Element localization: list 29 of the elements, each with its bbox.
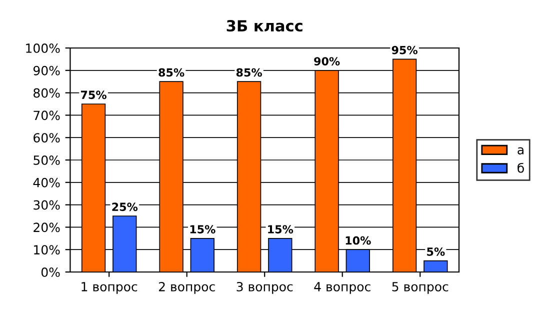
x-tick-label: 4 вопрос [314, 282, 370, 294]
data-label: 90% [314, 57, 340, 66]
y-tick-label: 70% [34, 110, 60, 120]
y-tick-label: 90% [33, 66, 60, 76]
data-label: 75% [80, 90, 106, 100]
x-tick-label: 5 вопрос [392, 282, 448, 294]
chart-title: 3Б класс [226, 20, 302, 32]
data-label: 95% [392, 46, 418, 54]
y-tick-label: 10% [34, 245, 60, 255]
y-tick-label: 60% [34, 133, 60, 143]
x-tick-label: 1 вопрос [82, 282, 138, 294]
data-label: 5% [427, 247, 445, 256]
y-tick-label: 40% [33, 178, 60, 188]
data-label: 85% [236, 68, 262, 77]
legend-label: б [518, 162, 524, 173]
y-tick-label: 0% [41, 267, 60, 277]
data-label: 10% [346, 236, 371, 245]
y-tick-label: 50% [34, 155, 60, 165]
y-tick-label: 100% [26, 43, 60, 53]
y-tick-label: 30% [34, 200, 60, 210]
data-label: 25% [112, 202, 138, 212]
data-label: 15% [190, 225, 216, 234]
y-tick-label: 20% [34, 222, 60, 232]
x-tick-label: 2 вопрос [158, 282, 215, 294]
data-label: 85% [158, 68, 184, 77]
legend-label: а [518, 147, 524, 154]
y-tick-label: 80% [34, 88, 60, 98]
x-tick-label: 3 вопрос [236, 282, 293, 294]
data-label: 15% [268, 225, 294, 234]
